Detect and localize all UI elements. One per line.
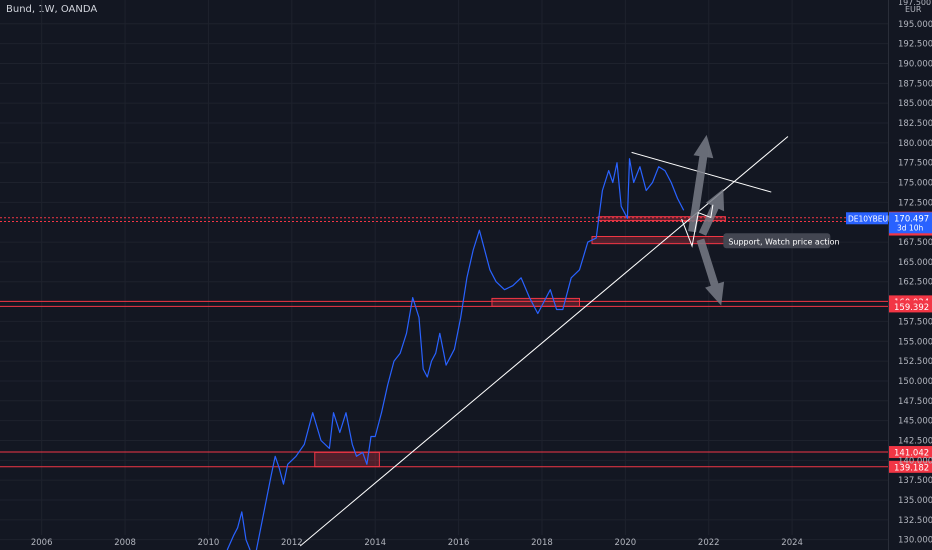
y-tick-label: 142.500 (898, 436, 932, 446)
y-tick-label: 175.000 (898, 179, 932, 189)
y-tick-label: 192.500 (898, 40, 932, 50)
x-tick-label: 2016 (448, 538, 470, 548)
y-tick-label: 135.000 (898, 496, 932, 506)
uptrend-line (299, 136, 789, 547)
level-label-box (889, 446, 932, 459)
y-tick-label: 172.500 (898, 198, 932, 208)
x-tick-label: 2010 (198, 538, 220, 548)
support-zone (491, 297, 580, 307)
x-tick-label: 2014 (364, 538, 386, 548)
price-path-arrow (681, 204, 714, 248)
y-top-label: 197.500 (898, 0, 931, 7)
level-label-box (889, 300, 932, 313)
y-tick-label: 167.500 (898, 238, 932, 248)
y-tick-label: 150.000 (898, 377, 932, 387)
y-tick-label: 195.000 (898, 20, 932, 30)
level-label: 139.182 (894, 463, 929, 473)
y-tick-label: 187.500 (898, 79, 932, 89)
support-zone (314, 451, 380, 468)
current-price-tag (889, 212, 932, 234)
support-callout-box (723, 233, 831, 249)
y-tick-label: 157.500 (898, 317, 932, 327)
chart-title: Bund, 1W, OANDA (6, 4, 98, 15)
level-label-box (889, 460, 932, 473)
x-tick-label: 2012 (281, 538, 303, 548)
y-tick-label: 130.000 (898, 536, 932, 546)
symbol-tag (846, 212, 888, 225)
y-tick-label: 155.000 (898, 337, 932, 347)
y-tick-label: 162.500 (898, 278, 932, 288)
y-tick-label: 177.500 (898, 159, 932, 169)
y-tick-label: 190.000 (898, 59, 932, 69)
y-tick-label: 185.000 (898, 99, 932, 109)
x-tick-label: 2008 (114, 538, 136, 548)
y-tick-label: 145.000 (898, 417, 932, 427)
y-tick-label: 140.000 (898, 456, 932, 466)
bar-countdown-label: 3d 10h (897, 223, 923, 232)
y-tick-label: 152.500 (898, 357, 932, 367)
x-tick-label: 2018 (531, 538, 553, 548)
level-label: 141.042 (894, 449, 929, 459)
x-tick-label: 2006 (31, 538, 53, 548)
bearish-projection-arrow (696, 238, 725, 306)
current-price-label: 170.497 (894, 214, 929, 224)
price-series-line (226, 158, 685, 550)
y-tick-label: 180.000 (898, 139, 932, 149)
x-tick-label: 2024 (781, 538, 803, 548)
x-tick-label: 2022 (698, 538, 720, 548)
y-tick-label: 137.500 (898, 476, 932, 486)
currency-label: EUR (905, 5, 922, 14)
y-tick-label: 182.500 (898, 119, 932, 129)
support-callout-text: Support, Watch price action (728, 237, 839, 246)
x-tick-label: 2020 (615, 538, 637, 548)
y-tick-label: 165.000 (898, 258, 932, 268)
level-label: 159.392 (894, 303, 929, 313)
bullish-projection-arrow (688, 134, 714, 233)
y-tick-label: 132.500 (898, 516, 932, 526)
y-tick-label: 147.500 (898, 397, 932, 407)
symbol-tag-label: DE10YBEUR (848, 214, 893, 223)
